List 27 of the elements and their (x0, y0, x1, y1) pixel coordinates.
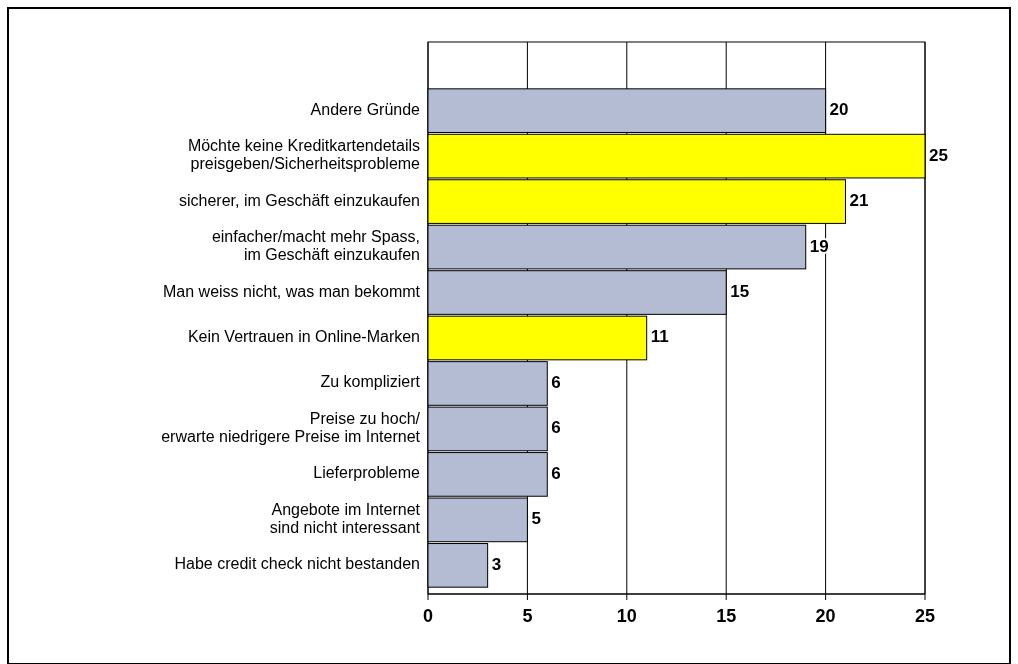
y-tick-label: sicherer, im Geschäft einzukaufen (178, 191, 420, 209)
data-label: 15 (730, 282, 750, 302)
x-tick-label: 0 (422, 606, 434, 626)
data-label: 3 (491, 554, 502, 574)
data-label: 11 (650, 327, 669, 347)
y-tick-label: Andere Gründe (310, 100, 421, 118)
y-tick-label: Möchte keine Kreditkartendetails preisgeben/Sicherheitsprobleme (187, 137, 421, 173)
data-label: 6 (551, 418, 561, 438)
x-tick-label: 15 (716, 606, 737, 626)
data-label: 6 (551, 372, 561, 392)
y-tick-label: Angebote im Internet sind nicht interessant (269, 501, 421, 537)
data-label: 5 (531, 509, 541, 529)
data-label: 25 (929, 145, 948, 165)
y-tick-label: Habe credit check nicht bestanden (174, 555, 420, 573)
x-tick-label: 10 (616, 606, 637, 626)
x-tick-label: 25 (914, 606, 936, 626)
data-label: 21 (849, 191, 869, 211)
y-tick-label: Preise zu hoch/ erwarte niedrigere Preise im Internet (161, 410, 421, 446)
x-tick-label: 5 (522, 606, 533, 626)
data-label: 20 (829, 100, 849, 120)
y-tick-label: Lieferprobleme (313, 464, 421, 482)
y-tick-label: Zu kompliziert (320, 373, 421, 391)
y-tick-label: Man weiss nicht, was man bekommt (163, 282, 421, 300)
data-label: 6 (551, 463, 561, 483)
y-tick-label: einfacher/macht mehr Spass, im Geschäft einzukaufen (211, 228, 420, 264)
y-tick-label: Kein Vertrauen in Online-Marken (187, 328, 420, 346)
x-tick-label: 20 (815, 606, 836, 626)
